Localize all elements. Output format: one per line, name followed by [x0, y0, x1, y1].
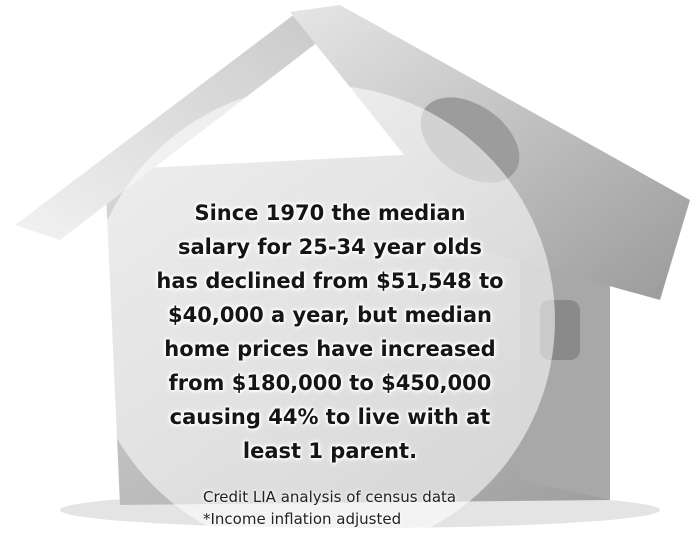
infographic: {"overlay": {"lines": ["Since 1970 the m… [0, 0, 698, 538]
overlay-line: least 1 parent. [120, 434, 540, 468]
overlay-line: Since 1970 the median [120, 196, 540, 230]
overlay-line: $40,000 a year, but median [120, 298, 540, 332]
overlay-line: has declined from $51,548 to [120, 264, 540, 298]
credit-line: Credit LIA analysis of census data [203, 486, 456, 508]
credits: Credit LIA analysis of census data*Incom… [203, 486, 456, 530]
overlay-line: causing 44% to live with at [120, 400, 540, 434]
overlay-line: from $180,000 to $450,000 [120, 366, 540, 400]
credit-line: *Income inflation adjusted [203, 508, 456, 530]
overlay-line: home prices have increased [120, 332, 540, 366]
overlay-line: salary for 25-34 year olds [120, 230, 540, 264]
